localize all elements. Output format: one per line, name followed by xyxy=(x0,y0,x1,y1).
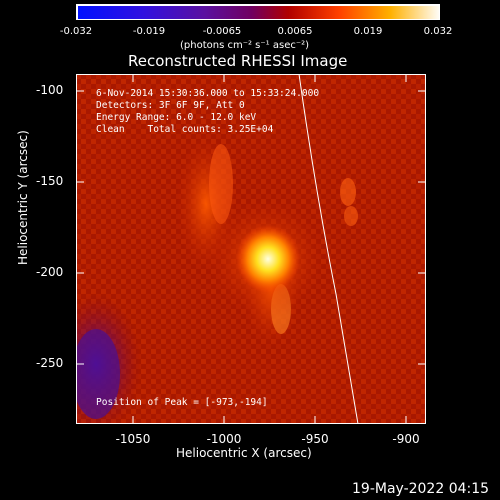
x-tick-label: -950 xyxy=(301,432,329,446)
y-tick-label: -200 xyxy=(36,265,64,279)
colorbar-tick: -0.032 xyxy=(59,26,93,37)
secondary-source xyxy=(340,178,356,206)
time-range-annotation: 6-Nov-2014 15:30:36.000 to 15:33:24.000 xyxy=(96,88,320,99)
clean-counts-annotation: Clean Total counts: 3.25E+04 xyxy=(96,124,274,135)
colorbar-units: (photons cm⁻² s⁻¹ asec⁻²) xyxy=(180,40,310,51)
filament-streak xyxy=(209,144,233,224)
y-tick-label: -150 xyxy=(36,174,64,188)
detectors-annotation: Detectors: 3F 6F 9F, Att 0 xyxy=(96,100,245,111)
colorbar-tick: 0.0065 xyxy=(277,26,313,37)
peak-position-annotation: Position of Peak = [-973,-194] xyxy=(96,397,268,408)
negative-region-core xyxy=(76,329,120,419)
secondary-source xyxy=(344,206,358,226)
peak-source xyxy=(236,225,300,293)
x-axis-label: Heliocentric X (arcsec) xyxy=(176,446,312,460)
rhessi-image xyxy=(76,74,426,424)
colorbar xyxy=(76,4,440,20)
colorbar-tick: 0.019 xyxy=(353,26,383,37)
colorbar-tick: -0.0065 xyxy=(202,26,242,37)
colorbar-tick: 0.032 xyxy=(423,26,453,37)
y-tick-marks xyxy=(76,90,426,365)
x-tick-label: -900 xyxy=(392,432,420,446)
y-tick-label: -250 xyxy=(36,356,64,370)
y-tick-label: -100 xyxy=(36,83,64,97)
plot-frame xyxy=(76,74,426,424)
x-tick-label: -1050 xyxy=(115,432,151,446)
y-axis-label: Heliocentric Y (arcsec) xyxy=(16,130,30,265)
energy-range-annotation: Energy Range: 6.0 - 12.0 keV xyxy=(96,112,257,123)
x-tick-label: -1000 xyxy=(206,432,242,446)
render-timestamp: 19-May-2022 04:15 xyxy=(352,481,490,497)
colorbar-tick: -0.019 xyxy=(132,26,166,37)
x-tick-marks xyxy=(132,74,407,424)
image-title: Reconstructed RHESSI Image xyxy=(128,52,348,70)
solar-limb-line xyxy=(298,74,359,424)
